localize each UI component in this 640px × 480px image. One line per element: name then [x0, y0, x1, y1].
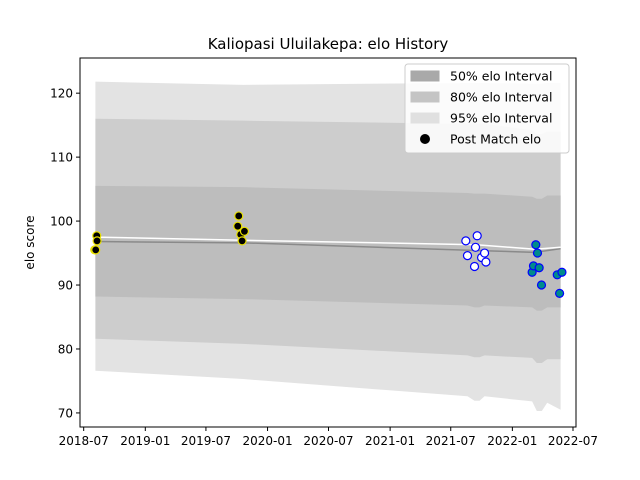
y-axis: 70 80 90 100 110 120 — [50, 87, 80, 420]
post-match-point — [461, 236, 471, 246]
post-match-points — [90, 211, 567, 298]
x-tick-label: 2019-01 — [120, 434, 170, 448]
post-match-point — [554, 288, 565, 298]
legend: 50% elo Interval 80% elo Interval 95% elo … — [404, 63, 570, 154]
legend-label: Post Match elo — [450, 132, 541, 147]
x-tick-label: 2022-01 — [487, 434, 537, 448]
post-match-point — [462, 251, 473, 261]
legend-marker — [420, 134, 430, 144]
band-50pct — [95, 185, 561, 311]
legend-label: 80% elo Interval — [450, 90, 552, 105]
post-match-point — [239, 226, 250, 236]
x-tick-label: 2022-07 — [548, 434, 598, 448]
x-tick-label: 2019-07 — [181, 434, 231, 448]
x-tick-label: 2018-07 — [59, 434, 109, 448]
post-match-point — [234, 211, 244, 221]
y-axis-label: elo score — [23, 215, 37, 269]
y-tick-label: 90 — [58, 279, 73, 293]
post-match-point — [469, 261, 480, 272]
x-tick-label: 2021-01 — [365, 434, 415, 448]
post-match-point — [531, 240, 541, 250]
y-tick-label: 80 — [58, 342, 73, 356]
post-match-point — [470, 242, 481, 252]
post-match-point — [532, 248, 543, 258]
plot-frame — [79, 57, 577, 428]
y-tick-label: 100 — [50, 215, 73, 229]
y-tick-label: 110 — [50, 151, 73, 165]
legend-label: 50% elo Interval — [450, 69, 552, 84]
post-match-point — [536, 280, 547, 290]
post-match-point — [557, 267, 567, 277]
legend-swatch — [410, 70, 440, 82]
legend-swatch — [410, 112, 440, 124]
post-match-point — [481, 257, 491, 267]
post-match-point — [92, 236, 102, 246]
post-match-point — [534, 263, 544, 273]
post-match-point — [237, 236, 247, 246]
legend-label: 95% elo Interval — [450, 111, 552, 126]
chart-title: Kaliopasi Uluilakepa: elo History — [208, 35, 449, 53]
x-tick-label: 2020-07 — [303, 434, 353, 448]
post-match-point — [472, 231, 482, 241]
y-tick-label: 70 — [58, 406, 73, 420]
post-match-point — [233, 221, 243, 231]
x-tick-label: 2020-01 — [242, 434, 292, 448]
y-tick-label: 120 — [50, 87, 73, 101]
x-tick-label: 2021-07 — [426, 434, 476, 448]
interval-bands — [95, 81, 561, 412]
post-match-point — [91, 245, 101, 255]
legend-swatch — [410, 91, 440, 103]
legend-box — [404, 63, 570, 154]
post-match-point — [479, 248, 490, 258]
x-axis: 2018-07 2019-01 2019-07 2020-01 2020-07 2021-… — [59, 427, 598, 448]
